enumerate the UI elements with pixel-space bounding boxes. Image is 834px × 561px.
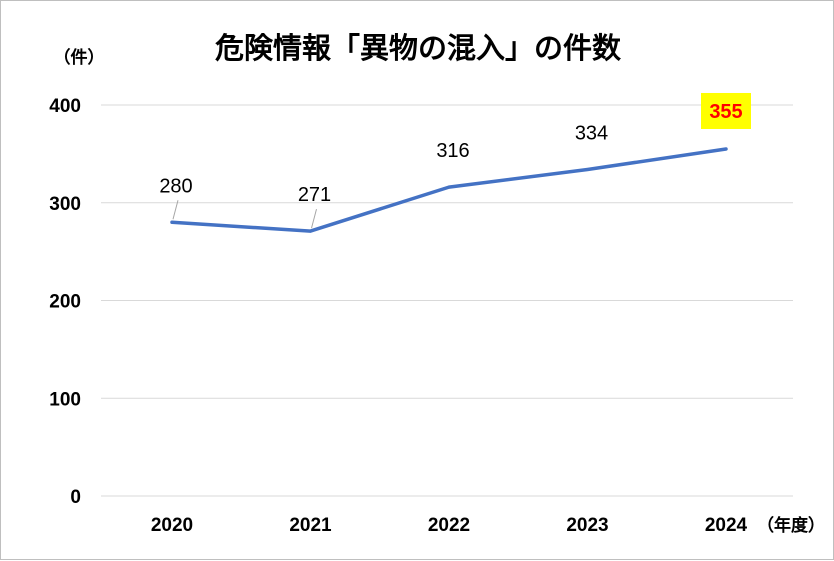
- label-leader-line: [311, 208, 317, 229]
- x-axis-unit-label: （年度）: [757, 515, 825, 536]
- chart-title: 危険情報「異物の混入」の件数: [215, 31, 622, 65]
- y-tick-label: 100: [49, 389, 81, 410]
- y-tick-label: 200: [49, 292, 81, 313]
- y-tick-label: 400: [49, 96, 81, 117]
- data-point: [586, 168, 589, 172]
- data-label: 334: [575, 123, 608, 145]
- x-tick-label: 2021: [289, 515, 332, 536]
- label-leader-line: [172, 200, 179, 220]
- x-tick-label: 2023: [566, 515, 608, 536]
- y-tick-label: 300: [49, 194, 81, 215]
- y-tick-label: 0: [70, 487, 81, 508]
- x-tick-label: 2020: [151, 515, 193, 536]
- data-labels: 280 271 316 334 355: [159, 92, 751, 229]
- x-tick-label: 2022: [428, 515, 470, 536]
- series-layer: [170, 147, 728, 233]
- x-tick-label: 2024: [705, 515, 748, 536]
- y-axis-unit-label: （件）: [54, 47, 105, 68]
- data-point: [724, 147, 728, 151]
- data-label: 355: [709, 101, 742, 123]
- gridlines: [101, 104, 793, 497]
- highlight-box: [701, 92, 751, 129]
- data-point: [447, 185, 451, 189]
- data-label: 280: [159, 175, 192, 197]
- data-point: [170, 220, 174, 224]
- x-axis-ticks: 2020 2021 2022 2023 2024: [151, 515, 748, 536]
- data-label: 316: [436, 140, 469, 162]
- data-label: 271: [298, 184, 331, 206]
- highlighted-data-label: 355: [701, 92, 751, 129]
- y-axis-ticks: 0 100 200 300 400: [49, 96, 81, 508]
- data-point: [309, 229, 312, 233]
